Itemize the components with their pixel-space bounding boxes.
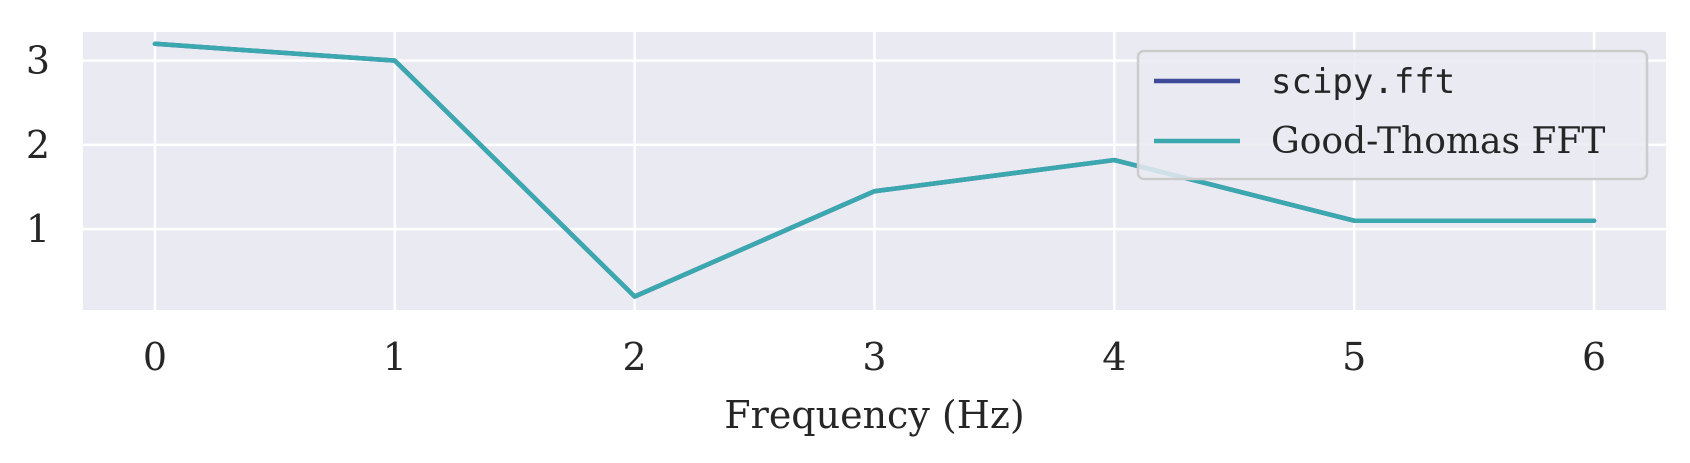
x-tick-label: 3: [862, 335, 886, 379]
x-tick-label: 1: [383, 335, 407, 379]
legend: scipy.fft Good-Thomas FFT: [1136, 49, 1649, 181]
legend-box: [1136, 49, 1649, 181]
x-tick-label: 2: [623, 335, 647, 379]
x-tick-label: 5: [1342, 335, 1366, 379]
y-tick-labels: 1 2 3: [26, 39, 50, 251]
x-tick-label: 0: [143, 335, 167, 379]
x-tick-labels: 0 1 2 3 4 5 6: [143, 335, 1606, 379]
series-line-2: [152, 41, 1597, 299]
x-tick-label: 6: [1582, 335, 1606, 379]
series-lines: [152, 41, 1597, 299]
legend-label: scipy.fft: [1271, 62, 1455, 102]
y-tick-label: 3: [26, 39, 50, 83]
x-tick-label: 4: [1102, 335, 1126, 379]
y-tick-label: 1: [26, 207, 50, 251]
x-axis-label: Frequency (Hz): [724, 393, 1024, 437]
y-tick-label: 2: [26, 123, 50, 167]
legend-label: Good-Thomas FFT: [1271, 121, 1605, 162]
